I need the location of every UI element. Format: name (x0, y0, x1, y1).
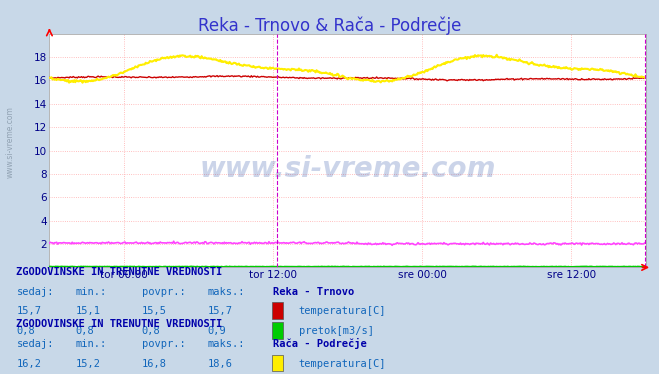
Text: min.:: min.: (76, 286, 107, 297)
Text: povpr.:: povpr.: (142, 339, 185, 349)
Text: 15,2: 15,2 (76, 359, 101, 368)
Text: 0,9: 0,9 (208, 326, 226, 336)
Text: sedaj:: sedaj: (16, 286, 54, 297)
Text: temperatura[C]: temperatura[C] (299, 359, 386, 368)
Text: Rača - Podrečje: Rača - Podrečje (273, 338, 367, 349)
Text: maks.:: maks.: (208, 286, 245, 297)
Text: maks.:: maks.: (208, 339, 245, 349)
Text: pretok[m3/s]: pretok[m3/s] (299, 326, 374, 336)
Text: 15,1: 15,1 (76, 306, 101, 316)
Text: 0,8: 0,8 (16, 326, 35, 336)
Text: 0,8: 0,8 (76, 326, 94, 336)
Text: sedaj:: sedaj: (16, 339, 54, 349)
Text: 16,2: 16,2 (16, 359, 42, 368)
Text: www.si-vreme.com: www.si-vreme.com (200, 155, 496, 183)
Text: 0,8: 0,8 (142, 326, 160, 336)
Text: povpr.:: povpr.: (142, 286, 185, 297)
Text: 15,7: 15,7 (16, 306, 42, 316)
Text: 15,7: 15,7 (208, 306, 233, 316)
Text: Reka - Trnovo & Rača - Podrečje: Reka - Trnovo & Rača - Podrečje (198, 17, 461, 35)
Text: 16,8: 16,8 (142, 359, 167, 368)
Text: Reka - Trnovo: Reka - Trnovo (273, 286, 355, 297)
Text: 18,6: 18,6 (208, 359, 233, 368)
Text: ZGODOVINSKE IN TRENUTNE VREDNOSTI: ZGODOVINSKE IN TRENUTNE VREDNOSTI (16, 267, 223, 277)
Text: min.:: min.: (76, 339, 107, 349)
Text: www.si-vreme.com: www.si-vreme.com (5, 106, 14, 178)
Text: temperatura[C]: temperatura[C] (299, 306, 386, 316)
Text: ZGODOVINSKE IN TRENUTNE VREDNOSTI: ZGODOVINSKE IN TRENUTNE VREDNOSTI (16, 319, 223, 329)
Text: 15,5: 15,5 (142, 306, 167, 316)
